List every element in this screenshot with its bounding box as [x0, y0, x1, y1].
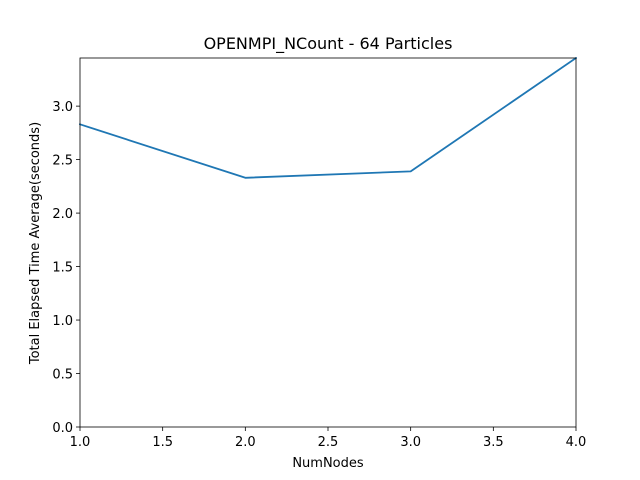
axes-frame [79, 57, 577, 428]
y-tick-label: 1.5 [52, 261, 73, 276]
y-tick-label: 3.0 [52, 100, 73, 115]
y-tick-label: 2.5 [52, 154, 73, 169]
series-line [79, 57, 577, 179]
x-tick-label: 3.0 [400, 435, 421, 450]
x-axis-title: NumNodes [292, 456, 364, 471]
y-axis-title: Total Elapsed Time Average(seconds) [28, 122, 43, 365]
x-tick-label: 4.0 [566, 435, 587, 450]
y-tick-label: 0.0 [52, 421, 73, 436]
y-tick-label: 0.5 [52, 368, 73, 383]
x-tick-label: 1.5 [152, 435, 173, 450]
chart-title: OPENMPI_NCount - 64 Particles [204, 34, 453, 54]
plot-area: 1.0 1.5 2.0 2.5 3.0 3.5 4.0 0.0 0.5 1.0 1.5 2.0 2.5 3… [52, 57, 587, 450]
x-tick-label: 2.5 [318, 435, 339, 450]
x-tick-label: 3.5 [483, 435, 504, 450]
y-tick-label: 1.0 [52, 314, 73, 329]
x-tick-label: 2.0 [235, 435, 256, 450]
y-tick-label: 2.0 [52, 207, 73, 222]
x-tick-label: 1.0 [70, 435, 91, 450]
